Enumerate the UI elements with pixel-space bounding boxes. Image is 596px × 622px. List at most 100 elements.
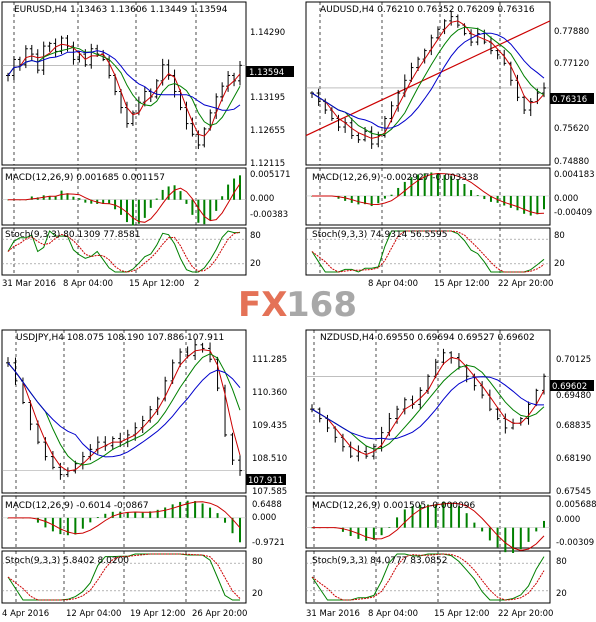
macd-bar: [473, 522, 476, 528]
macd-label: MACD(12,26,9) -0.6014 -0.0867: [5, 501, 149, 511]
macd-tick: -0.00383: [250, 210, 288, 220]
macd-tick: 0.000: [252, 513, 276, 523]
fx168-watermark: FX 168: [238, 285, 357, 325]
macd-bar: [377, 195, 380, 204]
ma-slow-line: [311, 376, 544, 440]
date-label: 31 Mar 2016: [306, 609, 360, 619]
macd-bar: [179, 191, 182, 200]
macd-bar: [74, 517, 77, 535]
macd-bar: [233, 178, 236, 200]
macd-bar: [476, 195, 479, 196]
stoch-label: Stoch(9,3,3) 5.8402 8.0200: [5, 556, 129, 566]
macd-bar: [104, 513, 107, 518]
macd-label: MACD(12,26,9) 0.001505 -0.000096: [312, 501, 475, 511]
macd-tick: -0.00409: [554, 208, 592, 218]
macd-bar: [239, 517, 241, 543]
macd-bar: [125, 199, 128, 223]
macd-bar: [141, 512, 144, 518]
stoch-tick: 80: [250, 231, 261, 241]
macd-bar: [137, 199, 140, 224]
macd-bar: [436, 173, 439, 196]
macd-bar: [434, 504, 437, 528]
macd-signal-line: [312, 172, 545, 215]
price-tick: 0.74880: [554, 157, 589, 167]
macd-bar: [197, 199, 200, 223]
macd-bar: [456, 179, 459, 196]
date-label: 4 Apr 2016: [2, 609, 49, 619]
macd-bar: [417, 174, 420, 196]
macd-bar: [161, 189, 164, 200]
macd-bar: [102, 199, 105, 204]
macd-bar: [503, 195, 506, 206]
macd-bar: [457, 506, 460, 528]
last-price-label-bg: [550, 380, 594, 391]
macd-bar: [90, 199, 93, 204]
macd-bar: [224, 517, 227, 523]
macd-label: MACD(12,26,9) -0.002927 -0.003338: [312, 173, 479, 183]
macd-bar: [164, 507, 167, 518]
macd-bar: [465, 513, 468, 528]
macd-bar: [516, 195, 519, 211]
stoch-tick: 80: [554, 231, 565, 241]
stoch-tick: 80: [252, 557, 263, 567]
macd-bar: [337, 195, 340, 199]
last-price-label-bg: [246, 474, 286, 485]
chart-panel-nzdusd: 0.69602 NZDUSD,H4 0.69550 0.69694 0.6952…: [305, 329, 596, 619]
macd-bar: [108, 199, 111, 204]
price-tick: 107.585: [252, 487, 287, 497]
last-price-label-bg: [246, 66, 294, 77]
macd-bar: [380, 527, 383, 536]
macd-bar: [427, 504, 429, 528]
macd-bar: [383, 195, 386, 199]
macd-bar: [396, 517, 399, 528]
macd-bar: [156, 509, 159, 518]
macd-bar: [227, 184, 230, 200]
ma-fast-line: [311, 356, 545, 456]
stoch-tick: 20: [250, 259, 261, 269]
macd-bar: [209, 507, 212, 518]
macd-bar: [66, 193, 69, 200]
stoch-label: Stoch(9,3,3) 80.1309 77.8581: [5, 230, 140, 240]
price-tick: 1.13195: [250, 93, 285, 103]
macd-bar: [167, 186, 170, 200]
macd-bar: [397, 187, 400, 196]
macd-bar: [221, 196, 224, 200]
macd-bar: [209, 199, 212, 221]
ma-fast-line: [7, 43, 241, 137]
ma-slow-line: [7, 50, 241, 111]
macd-bar: [411, 506, 414, 528]
macd-bar: [543, 195, 545, 210]
macd-bar: [239, 175, 241, 200]
macd-bar: [410, 177, 413, 196]
macd-tick: 0.000: [554, 194, 578, 204]
ma-fast-line: [7, 349, 241, 472]
macd-tick: 0.000: [556, 515, 580, 525]
price-tick: 1.12655: [250, 126, 285, 136]
macd-bar: [119, 511, 122, 518]
macd-bar: [44, 517, 47, 528]
macd-bar: [488, 527, 491, 541]
macd-bar: [66, 517, 69, 536]
ma-mid-line: [311, 26, 545, 136]
macd-bar: [357, 195, 360, 205]
price-tick: 1.14290: [250, 28, 285, 38]
macd-bar: [89, 517, 92, 523]
macd-bar: [126, 512, 129, 518]
macd-bar: [523, 195, 526, 214]
macd-tick: 0.6488: [252, 500, 282, 510]
macd-bar: [179, 501, 182, 518]
macd-bar: [450, 502, 453, 528]
chart-panel-audusd: 0.76316 AUDUSD,H4 0.76210 0.76352 0.7620…: [305, 1, 595, 289]
price-tick: 0.70125: [556, 355, 591, 365]
macd-bar: [527, 527, 530, 542]
trend-line: [305, 20, 551, 137]
ma-mid-line: [7, 353, 241, 466]
macd-bar: [419, 504, 422, 528]
macd-signal-line: [8, 501, 241, 535]
macd-bar: [519, 527, 522, 550]
macd-bar: [215, 199, 218, 211]
macd-bar: [60, 190, 63, 200]
macd-bar: [36, 517, 39, 523]
macd-bar: [535, 527, 538, 532]
